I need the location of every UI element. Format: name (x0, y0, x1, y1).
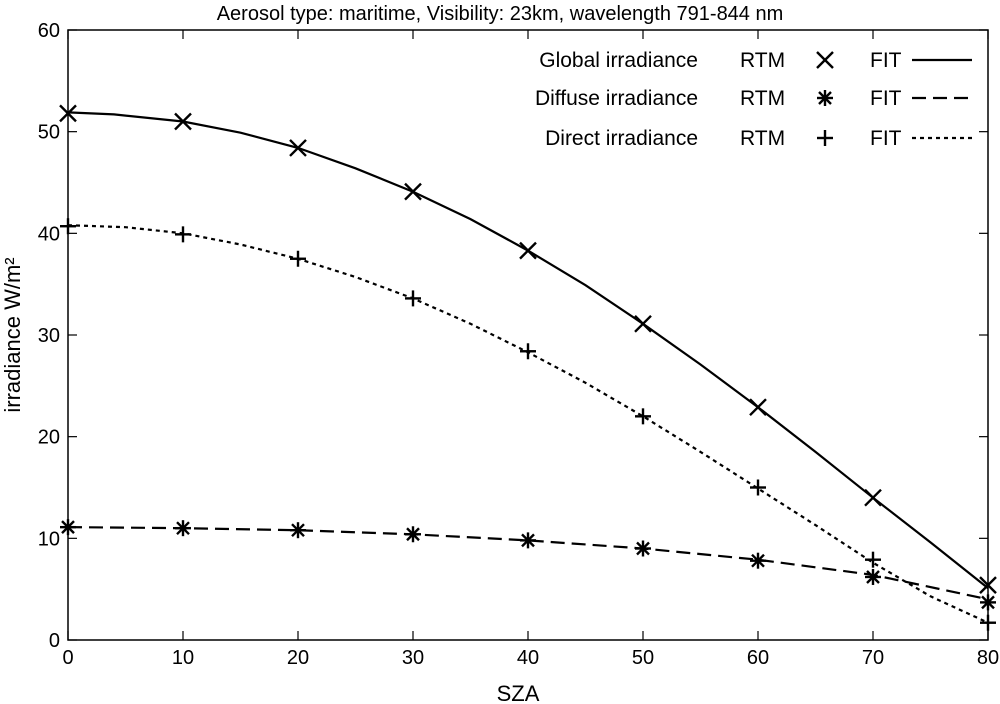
rtm-point-series-3 (290, 250, 306, 267)
rtm-point-series-3 (520, 343, 536, 360)
legend-rtm-label: RTM (740, 49, 785, 72)
x-tick-label: 60 (747, 647, 769, 669)
y-tick-label: 50 (38, 122, 60, 144)
rtm-point-series-3 (405, 290, 421, 307)
x-axis-label: SZA (497, 681, 540, 704)
y-tick-label: 10 (38, 528, 60, 550)
rtm-point-series-2 (175, 520, 191, 537)
marker-stroke (174, 112, 192, 131)
rtm-point-series-2 (980, 594, 996, 611)
x-tick-label: 30 (402, 647, 424, 669)
y-tick-label: 40 (38, 223, 60, 245)
rtm-point-series-2 (865, 568, 881, 585)
x-tick-label: 80 (977, 647, 999, 669)
x-tick-label: 70 (862, 647, 884, 669)
legend-series-name: Diffuse irradiance (535, 87, 698, 110)
rtm-point-series-1 (519, 241, 537, 260)
rtm-point-series-2 (520, 532, 536, 549)
rtm-point-series-1 (634, 314, 652, 333)
marker-stroke (519, 241, 537, 260)
rtm-point-series-1 (59, 104, 77, 123)
y-tick-label: 0 (49, 630, 60, 652)
y-tick-label: 20 (38, 427, 60, 449)
x-tick-label: 50 (632, 647, 654, 669)
rtm-point-series-1 (174, 112, 192, 131)
legend-marker (817, 90, 833, 106)
rtm-point-series-2 (290, 522, 306, 539)
plot-area: 0 10 20 30 40 50 60 70 80 0 10 20 30 40 50 60 (38, 20, 999, 669)
x-tick-label: 0 (62, 647, 73, 669)
chart-title: Aerosol type: maritime, Visibility: 23km… (217, 3, 784, 25)
legend-series-name: Direct irradiance (545, 127, 698, 150)
rtm-point-series-2 (635, 540, 651, 557)
rtm-point-series-3 (635, 408, 651, 425)
x-tick-label: 20 (287, 647, 309, 669)
rtm-point-series-2 (60, 519, 76, 536)
legend-marker (817, 130, 833, 146)
marker-stroke (749, 398, 767, 417)
rtm-point-series-1 (864, 488, 882, 507)
y-tick-label: 60 (38, 20, 60, 42)
rtm-point-series-3 (865, 551, 881, 568)
rtm-point-series-1 (404, 182, 422, 201)
legend-fit-label: FIT (870, 87, 902, 110)
y-axis-label: irradiance W/m² (0, 257, 25, 412)
marker-stroke (59, 104, 77, 123)
rtm-point-series-3 (980, 614, 996, 631)
legend: Global irradiance RTM FIT Diffuse irradianc… (535, 49, 972, 150)
legend-fit-label: FIT (870, 127, 902, 150)
rtm-point-series-3 (175, 226, 191, 243)
legend-fit-label: FIT (870, 49, 902, 72)
rtm-point-series-2 (405, 526, 421, 543)
rtm-point-series-2 (750, 552, 766, 569)
legend-marker (816, 51, 834, 69)
fit-line-series-2 (67, 526, 989, 601)
rtm-point-series-1 (979, 576, 997, 594)
fit-line-series-3 (67, 224, 989, 624)
marker-stroke (404, 182, 422, 201)
marker-stroke (864, 488, 882, 507)
rtm-point-series-1 (749, 398, 767, 417)
legend-rtm-label: RTM (740, 87, 785, 110)
marker-stroke (634, 314, 652, 333)
marker-stroke (816, 51, 834, 69)
marker-stroke (289, 139, 307, 157)
rtm-point-series-3 (60, 218, 76, 235)
rtm-point-series-3 (750, 479, 766, 496)
x-tick-label: 40 (517, 647, 539, 669)
rtm-point-series-1 (289, 139, 307, 157)
marker-stroke (979, 576, 997, 594)
legend-series-name: Global irradiance (539, 49, 698, 72)
y-tick-label: 30 (38, 325, 60, 347)
legend-rtm-label: RTM (740, 127, 785, 150)
x-tick-label: 10 (172, 647, 194, 669)
